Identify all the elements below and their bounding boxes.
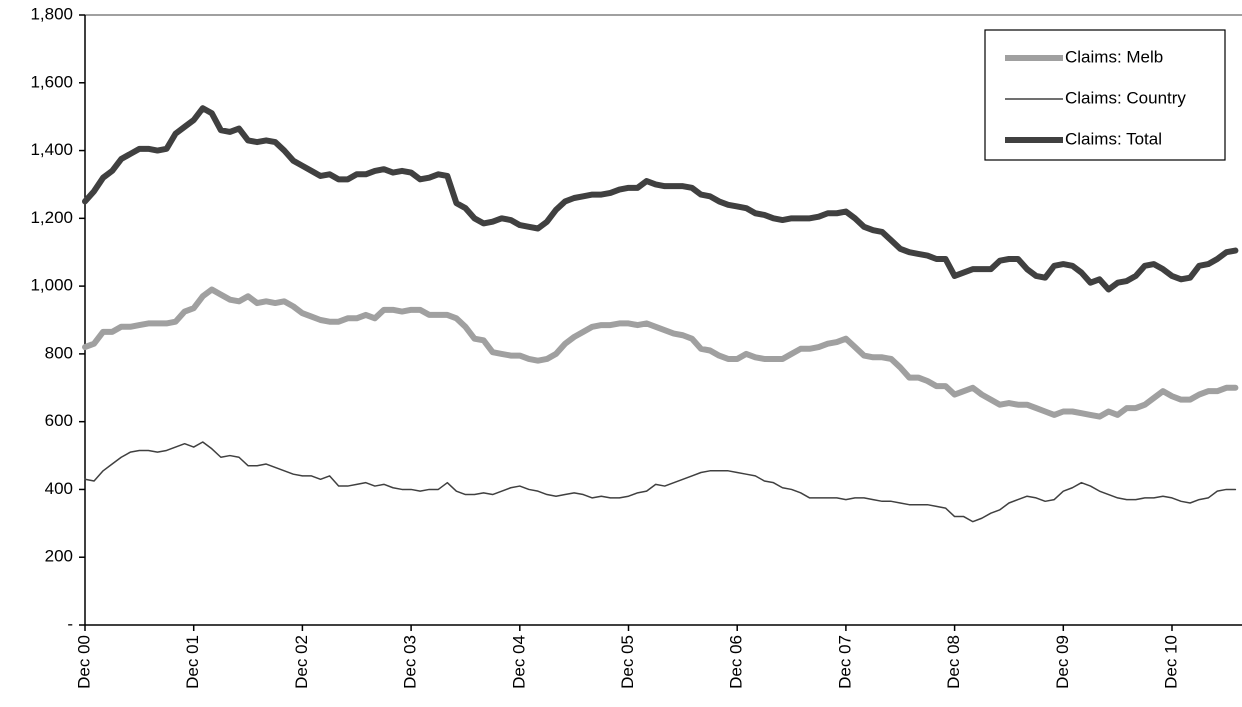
legend-label: Claims: Total — [1065, 129, 1162, 148]
legend-label: Claims: Melb — [1065, 47, 1163, 66]
series-line — [82, 286, 1239, 420]
x-tick-label: Dec 02 — [292, 635, 311, 689]
y-tick-label: 800 — [45, 343, 73, 362]
x-tick-label: Dec 10 — [1161, 635, 1180, 689]
x-tick-label: Dec 03 — [401, 635, 420, 689]
y-tick-label: 1,800 — [30, 4, 73, 23]
x-tick-label: Dec 05 — [618, 635, 637, 689]
series-line — [84, 441, 1237, 523]
y-tick-label: 600 — [45, 411, 73, 430]
y-tick-label: 1,400 — [30, 140, 73, 159]
y-tick-label: 200 — [45, 547, 73, 566]
x-tick-label: Dec 06 — [727, 635, 746, 689]
x-tick-label: Dec 09 — [1053, 635, 1072, 689]
series-line — [82, 105, 1239, 293]
y-tick-label: 1,000 — [30, 276, 73, 295]
x-tick-label: Dec 04 — [509, 635, 528, 689]
y-tick-label: 400 — [45, 479, 73, 498]
x-tick-label: Dec 07 — [835, 635, 854, 689]
x-tick-label: Dec 00 — [74, 635, 93, 689]
x-tick-label: Dec 08 — [944, 635, 963, 689]
y-tick-label: 1,600 — [30, 72, 73, 91]
x-tick-label: Dec 01 — [183, 635, 202, 689]
y-tick-label: 1,200 — [30, 208, 73, 227]
legend-label: Claims: Country — [1065, 88, 1186, 107]
y-tick-label: - — [67, 614, 73, 633]
